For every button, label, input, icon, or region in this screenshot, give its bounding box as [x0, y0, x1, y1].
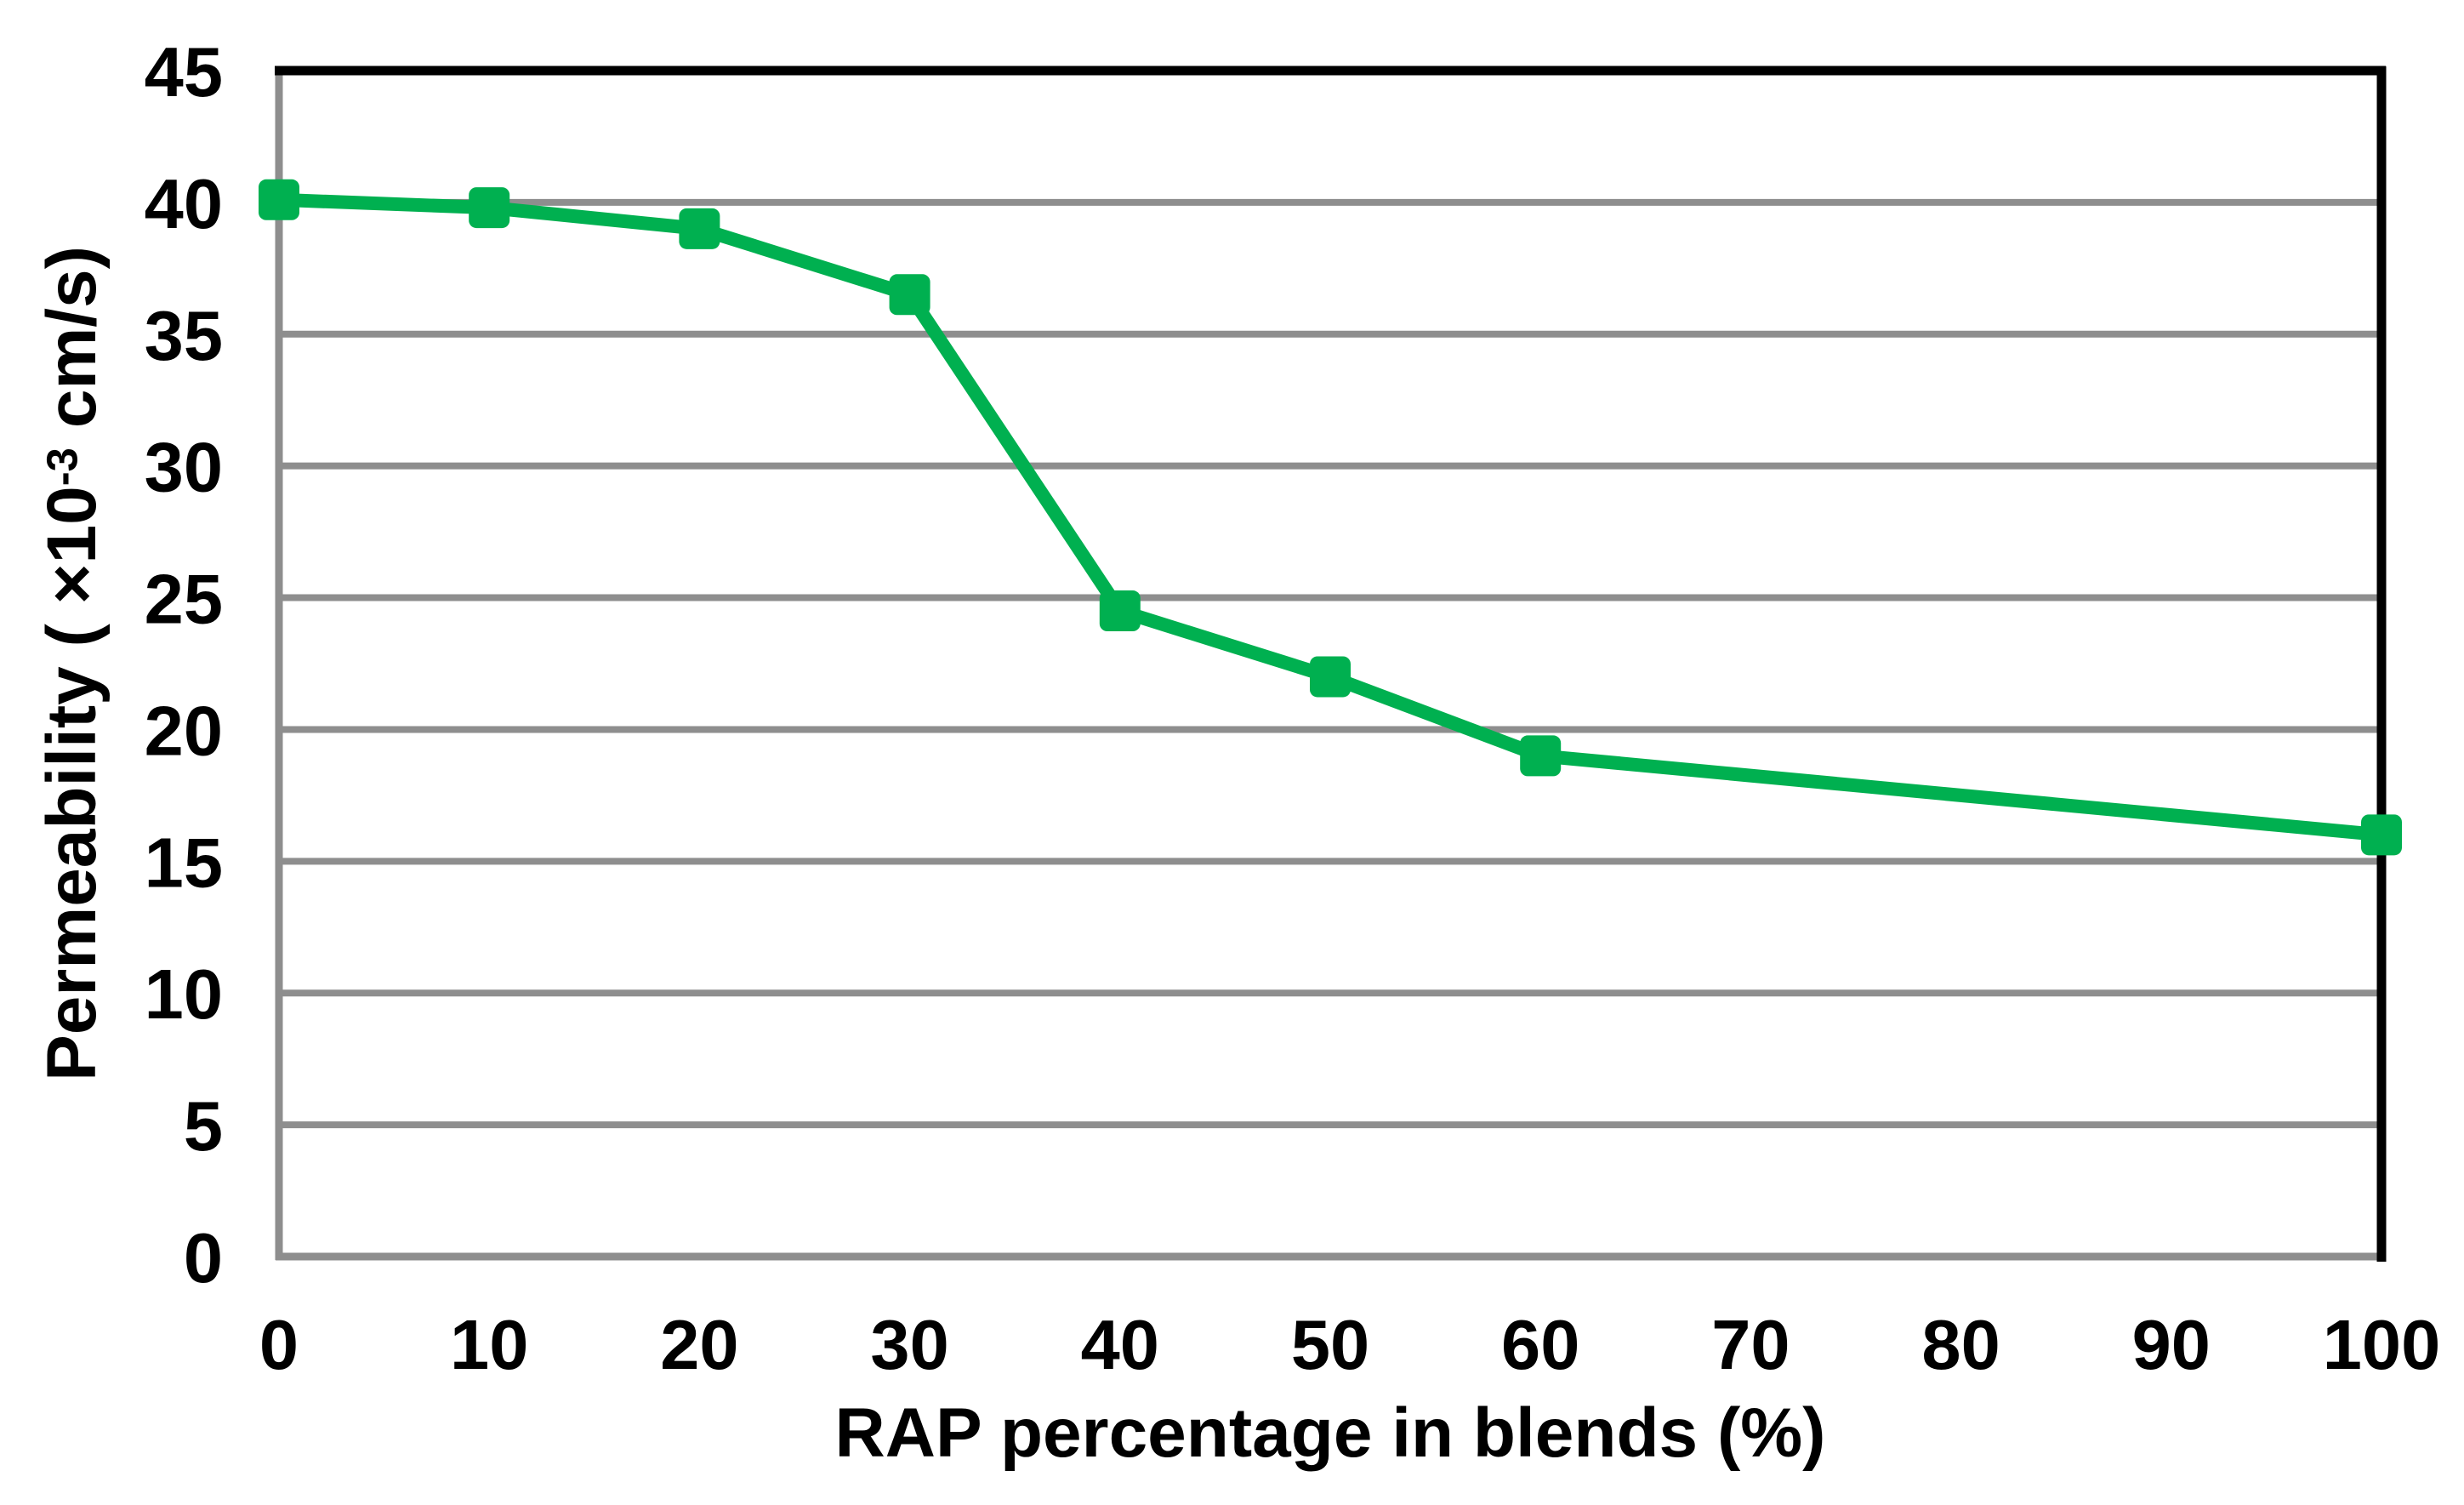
- y-tick-label: 10: [145, 955, 223, 1034]
- y-axis-title-text: Permeability ( ×10: [33, 486, 111, 1081]
- x-tick-label: 50: [1291, 1305, 1369, 1384]
- series-line: [278, 192, 2382, 842]
- y-tick-label: 5: [184, 1086, 223, 1166]
- data-point-marker: [2361, 814, 2402, 856]
- data-point-marker: [1520, 735, 1562, 777]
- x-tick-label: 100: [2323, 1305, 2440, 1384]
- x-axis-title: RAP percentage in blends (%): [834, 1394, 1826, 1472]
- data-point-marker: [889, 274, 930, 316]
- x-tick-label: 30: [870, 1305, 948, 1384]
- y-tick-label: 15: [145, 823, 223, 902]
- y-tick-label: 35: [145, 296, 223, 375]
- y-axis-title-unit: cm/s): [33, 246, 111, 448]
- data-point-marker: [259, 179, 299, 220]
- x-tick-label: 80: [1921, 1305, 2000, 1384]
- y-tick-label: 20: [145, 691, 223, 770]
- data-point-marker: [1310, 656, 1351, 698]
- y-tick-label: 30: [145, 428, 223, 507]
- y-axis-title-superscript: -3: [37, 448, 87, 487]
- x-tick-label: 40: [1081, 1305, 1159, 1384]
- x-tick-label: 70: [1711, 1305, 1790, 1384]
- y-axis-title: Permeability ( ×10-3 cm/s): [32, 246, 112, 1081]
- y-tick-label: 40: [145, 164, 223, 243]
- x-tick-label: 20: [660, 1305, 738, 1384]
- y-tick-label: 25: [145, 560, 223, 639]
- x-tick-label: 0: [259, 1305, 299, 1384]
- x-tick-label: 90: [2132, 1305, 2211, 1384]
- y-tick-label: 0: [184, 1218, 223, 1297]
- x-tick-label: 60: [1501, 1305, 1579, 1384]
- data-point-marker: [469, 187, 510, 229]
- y-tick-label: 45: [145, 32, 223, 111]
- data-point-marker: [1099, 590, 1141, 632]
- x-tick-label: 10: [450, 1305, 528, 1384]
- data-point-marker: [679, 208, 720, 249]
